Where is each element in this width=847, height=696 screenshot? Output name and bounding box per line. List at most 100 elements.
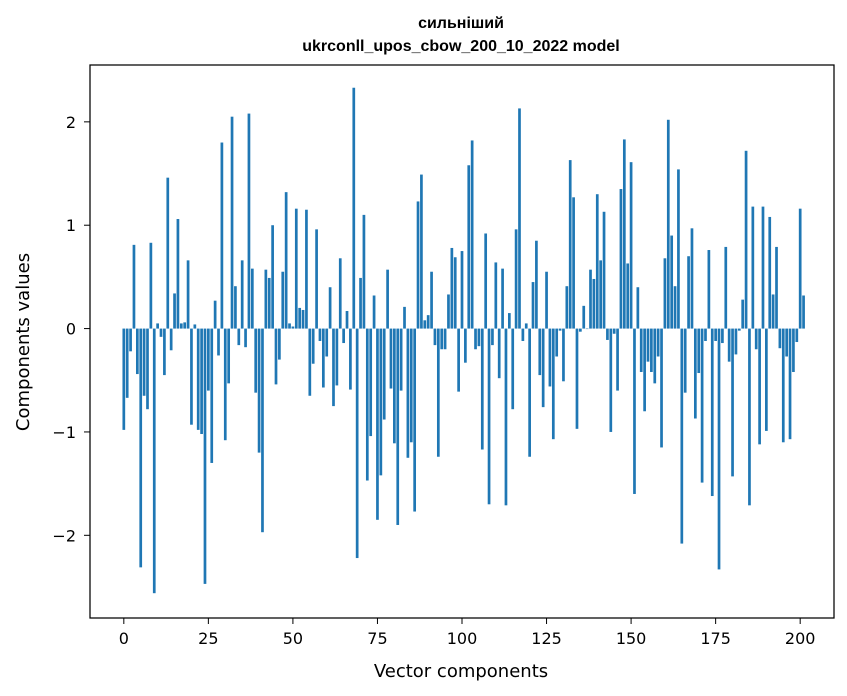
bar-166: [683, 328, 687, 393]
bar-45: [274, 328, 278, 385]
bar-93: [436, 328, 440, 457]
bar-117: [518, 108, 521, 329]
y-tick-label: 0: [66, 320, 76, 339]
bar-35: [240, 260, 244, 329]
bar-157: [653, 328, 657, 384]
bar-74: [372, 295, 376, 329]
x-tick-label: 125: [531, 629, 562, 648]
x-tick-label: 150: [616, 629, 647, 648]
bar-50: [291, 326, 295, 329]
bar-134: [575, 328, 579, 429]
x-tick-label: 100: [447, 629, 478, 648]
bar-83: [403, 306, 406, 329]
bar-15: [173, 293, 176, 329]
bar-154: [643, 328, 646, 412]
bar-71: [362, 214, 366, 329]
bar-181: [734, 328, 738, 355]
bar-49: [288, 323, 291, 329]
bar-25: [207, 328, 210, 391]
bar-39: [254, 328, 258, 393]
bar-187: [754, 328, 758, 350]
bar-36: [244, 328, 247, 348]
bar-167: [687, 256, 690, 329]
bar-196: [785, 328, 789, 357]
bar-62: [332, 328, 335, 407]
bar-138: [589, 269, 592, 329]
bar-14: [169, 328, 173, 351]
bar-140: [595, 194, 599, 329]
bar-137: [585, 328, 589, 330]
bar-42: [264, 269, 268, 329]
bar-200: [798, 208, 802, 329]
bar-172: [704, 328, 707, 341]
bar-178: [724, 246, 728, 329]
bar-8: [149, 242, 153, 329]
bar-85: [409, 328, 413, 443]
bar-108: [487, 328, 491, 505]
bar-148: [622, 139, 626, 329]
bar-168: [690, 228, 694, 329]
bar-88: [420, 174, 423, 329]
bar-107: [484, 233, 488, 329]
bar-9: [152, 328, 156, 594]
bar-56: [311, 328, 315, 364]
bar-97: [450, 247, 454, 329]
bars-group: [122, 87, 805, 594]
bar-20: [190, 328, 193, 425]
bar-6: [142, 328, 146, 396]
bar-173: [707, 250, 711, 329]
bar-89: [423, 320, 427, 329]
bar-23: [200, 328, 203, 435]
bar-142: [602, 211, 606, 329]
bar-17: [179, 323, 183, 329]
bar-169: [693, 328, 697, 419]
bar-133: [572, 197, 575, 329]
bar-179: [727, 328, 731, 362]
y-tick-label: −1: [52, 423, 76, 442]
bar-48: [284, 192, 288, 329]
bar-156: [650, 328, 653, 372]
bar-144: [609, 328, 613, 432]
bar-141: [599, 260, 603, 329]
bar-94: [440, 328, 444, 350]
bar-51: [294, 208, 298, 329]
bar-143: [606, 328, 609, 340]
bar-72: [365, 328, 369, 481]
bar-127: [551, 328, 555, 440]
bar-159: [660, 328, 663, 448]
bar-73: [369, 328, 373, 437]
bar-21: [193, 324, 197, 329]
bar-153: [639, 328, 643, 372]
bar-5: [139, 328, 143, 568]
bar-90: [426, 315, 430, 329]
bar-103: [470, 140, 474, 329]
bar-163: [673, 286, 677, 329]
bar-29: [220, 142, 224, 329]
bar-3: [132, 244, 136, 329]
bar-115: [511, 328, 515, 410]
bar-135: [579, 328, 582, 332]
bar-180: [731, 328, 734, 477]
bar-112: [501, 268, 504, 329]
x-tick-label: 175: [700, 629, 731, 648]
y-tick-label: 1: [66, 216, 76, 235]
bar-32: [230, 116, 234, 329]
bar-55: [308, 328, 312, 396]
bar-194: [778, 328, 782, 349]
bar-69: [355, 328, 359, 559]
bar-75: [376, 328, 379, 520]
bar-114: [507, 313, 511, 329]
bar-126: [548, 328, 552, 387]
bar-151: [633, 328, 636, 494]
bar-189: [761, 206, 765, 329]
bar-162: [670, 235, 674, 329]
bar-99: [457, 328, 460, 392]
bar-101: [464, 328, 467, 363]
bar-192: [771, 294, 775, 329]
bar-79: [389, 328, 393, 389]
bar-129: [558, 328, 562, 331]
bar-61: [328, 287, 332, 329]
bar-58: [318, 328, 322, 341]
bar-145: [612, 328, 616, 334]
x-axis-label: Vector components: [374, 661, 548, 682]
